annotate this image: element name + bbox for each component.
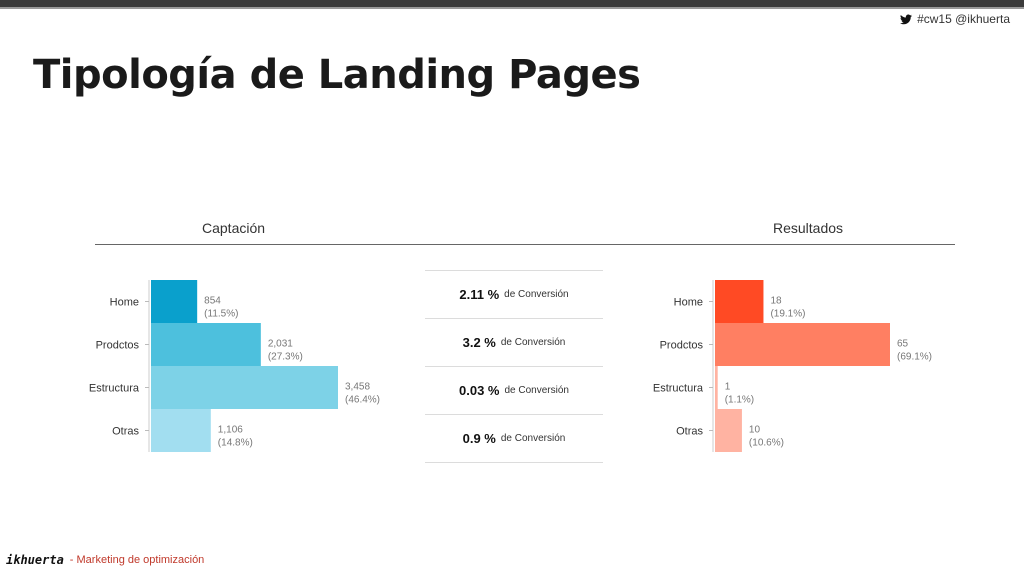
conversion-row-otras: 0.9 % de Conversión — [425, 414, 603, 463]
captacion-percent-label: (27.3%) — [268, 352, 303, 363]
captacion-bar-otras — [151, 409, 211, 452]
resultados-value-label: 10 — [749, 425, 761, 436]
brand-logo: ikhuerta — [6, 553, 64, 567]
footer-text: - Marketing de optimización — [69, 554, 205, 566]
captacion-value-label: 3,458 — [345, 382, 370, 393]
captacion-chart: Home 854 (11.5%) Prodctos 2,031 (27.3%) Estruc… — [89, 280, 380, 452]
social-handle: #cw15 @ikhuerta — [900, 12, 1010, 26]
conversion-value: 2.11 % — [459, 287, 500, 302]
divider — [95, 244, 955, 245]
bar-charts: Home 854 (11.5%) Prodctos 2,031 (27.3%) Estruc… — [89, 280, 932, 452]
page-title: Tipología de Landing Pages — [33, 52, 641, 98]
captacion-percent-label: (11.5%) — [204, 309, 238, 320]
resultados-percent-label: (10.6%) — [749, 438, 784, 449]
resultados-category-label: Home — [674, 297, 703, 309]
twitter-bird-icon — [900, 14, 913, 24]
captacion-bar-home — [151, 280, 198, 323]
conversion-value: 0.9 % — [462, 431, 496, 446]
resultados-label: Resultados — [773, 220, 844, 236]
resultados-value-label: 65 — [897, 339, 909, 350]
conversion-text: de Conversión — [504, 289, 569, 300]
conversion-row-estructura: 0.03 % de Conversión — [425, 366, 603, 414]
resultados-category-label: Estructura — [653, 383, 704, 395]
captacion-category-label: Home — [110, 297, 139, 309]
captacion-percent-label: (46.4%) — [345, 395, 380, 406]
captacion-label: Captación — [202, 220, 266, 236]
resultados-percent-label: (69.1%) — [897, 352, 932, 363]
conversion-table: 2.11 % de Conversión 3.2 % de Conversión… — [425, 270, 603, 463]
top-bar-accent — [0, 7, 1024, 9]
resultados-bar-estructura — [715, 366, 718, 409]
captacion-value-label: 1,106 — [218, 425, 243, 436]
resultados-category-label: Prodctos — [660, 340, 704, 352]
resultados-bar-home — [715, 280, 764, 323]
resultados-value-label: 1 — [725, 382, 731, 393]
conversion-text: de Conversión — [500, 337, 566, 348]
conversion-value: 3.2 % — [462, 335, 496, 350]
captacion-value-label: 2,031 — [268, 339, 293, 350]
resultados-percent-label: (1.1%) — [725, 395, 754, 406]
conversion-row-productos: 3.2 % de Conversión — [425, 318, 603, 366]
conversion-row-home: 2.11 % de Conversión — [425, 270, 603, 318]
captacion-bar-prodctos — [151, 323, 261, 366]
resultados-percent-label: (19.1%) — [770, 309, 805, 320]
resultados-value-label: 18 — [770, 296, 782, 307]
captacion-category-label: Prodctos — [96, 340, 140, 352]
conversion-value: 0.03 % — [459, 383, 500, 398]
captacion-percent-label: (14.8%) — [218, 438, 253, 449]
resultados-category-label: Otras — [676, 426, 703, 438]
conversion-text: de Conversión — [500, 433, 566, 444]
captacion-category-label: Estructura — [89, 383, 140, 395]
conversion-text: de Conversión — [504, 385, 569, 396]
footer: ikhuerta - Marketing de optimización — [6, 553, 204, 567]
resultados-bar-otras — [715, 409, 742, 452]
handle-text: #cw15 @ikhuerta — [917, 12, 1010, 26]
captacion-value-label: 854 — [204, 296, 221, 307]
resultados-bar-prodctos — [715, 323, 890, 366]
top-bar — [0, 0, 1024, 7]
captacion-bar-estructura — [151, 366, 338, 409]
resultados-chart: Home 18 (19.1%) Prodctos 65 (69.1%) Estructura… — [653, 280, 932, 452]
captacion-category-label: Otras — [112, 426, 139, 438]
